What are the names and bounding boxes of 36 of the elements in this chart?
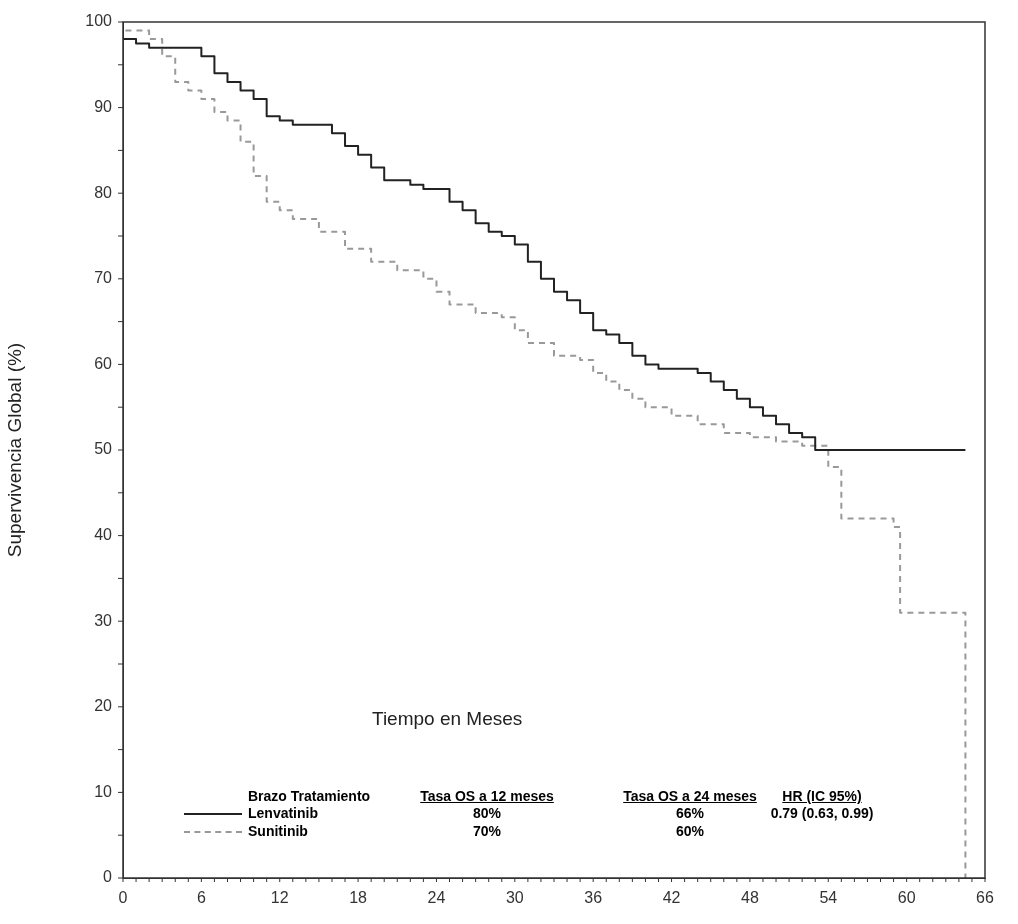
y-tick-label: 20	[94, 697, 113, 715]
legend-label: Lenvatinib	[248, 805, 319, 821]
y-axis-title: Supervivencia Global (%)	[3, 342, 25, 558]
y-tick-label: 50	[94, 440, 113, 458]
y-tick-label: 100	[85, 12, 113, 30]
x-tick-label: 42	[662, 889, 681, 907]
x-tick-label: 12	[270, 889, 289, 907]
x-tick-label: 66	[976, 889, 994, 907]
x-tick-label: 6	[196, 889, 206, 907]
x-tick-label: 60	[897, 889, 916, 907]
annotation: HR (IC 95%)	[782, 788, 862, 804]
annotation: Brazo Tratamiento	[248, 788, 371, 804]
annotation: 66%	[675, 805, 705, 821]
y-tick-label: 80	[94, 183, 113, 201]
annotation: 60%	[675, 823, 705, 839]
annotation: 0.79 (0.63, 0.99)	[770, 805, 874, 821]
x-tick-label: 18	[349, 889, 368, 907]
x-tick-label: 54	[819, 889, 838, 907]
annotation: Tasa OS a 12 meses	[420, 788, 554, 804]
y-tick-label: 40	[94, 526, 113, 544]
x-tick-label: 0	[118, 889, 128, 907]
legend-label: Sunitinib	[248, 823, 308, 839]
x-tick-label: 36	[584, 889, 603, 907]
annotation: Tasa OS a 24 meses	[623, 788, 757, 804]
annotation: 80%	[472, 805, 502, 821]
y-tick-label: 60	[94, 354, 113, 372]
y-tick-label: 0	[103, 868, 113, 886]
x-axis-title: Tiempo en Meses	[372, 708, 523, 730]
x-tick-label: 24	[427, 889, 446, 907]
y-tick-label: 90	[94, 98, 113, 116]
x-tick-label: 48	[741, 889, 759, 907]
y-tick-label: 10	[94, 782, 113, 800]
x-tick-label: 30	[505, 889, 524, 907]
annotation: 70%	[472, 823, 502, 839]
y-tick-label: 30	[94, 611, 113, 629]
y-tick-label: 70	[94, 269, 113, 287]
